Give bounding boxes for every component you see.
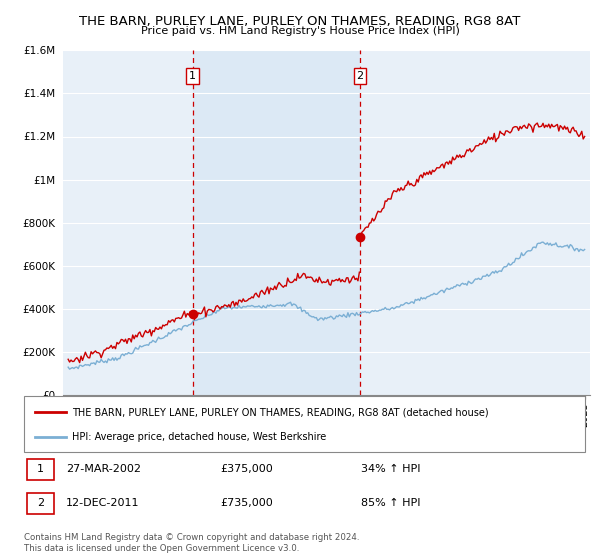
Text: THE BARN, PURLEY LANE, PURLEY ON THAMES, READING, RG8 8AT: THE BARN, PURLEY LANE, PURLEY ON THAMES,… xyxy=(79,15,521,27)
FancyBboxPatch shape xyxy=(24,396,585,452)
Text: £375,000: £375,000 xyxy=(220,464,273,474)
Bar xyxy=(193,50,360,395)
Text: 1: 1 xyxy=(189,71,196,81)
Text: THE BARN, PURLEY LANE, PURLEY ON THAMES, READING, RG8 8AT (detached house): THE BARN, PURLEY LANE, PURLEY ON THAMES,… xyxy=(71,407,488,417)
Text: £735,000: £735,000 xyxy=(220,498,273,508)
Text: 27-MAR-2002: 27-MAR-2002 xyxy=(66,464,141,474)
Text: 2: 2 xyxy=(356,71,364,81)
Text: 12-DEC-2011: 12-DEC-2011 xyxy=(66,498,140,508)
Text: 2: 2 xyxy=(37,498,44,508)
FancyBboxPatch shape xyxy=(27,459,54,480)
Text: Price paid vs. HM Land Registry's House Price Index (HPI): Price paid vs. HM Land Registry's House … xyxy=(140,26,460,36)
Text: 34% ↑ HPI: 34% ↑ HPI xyxy=(361,464,420,474)
Text: 1: 1 xyxy=(37,464,44,474)
Text: Contains HM Land Registry data © Crown copyright and database right 2024.
This d: Contains HM Land Registry data © Crown c… xyxy=(24,533,359,553)
Text: HPI: Average price, detached house, West Berkshire: HPI: Average price, detached house, West… xyxy=(71,432,326,442)
Text: 85% ↑ HPI: 85% ↑ HPI xyxy=(361,498,420,508)
FancyBboxPatch shape xyxy=(27,493,54,514)
